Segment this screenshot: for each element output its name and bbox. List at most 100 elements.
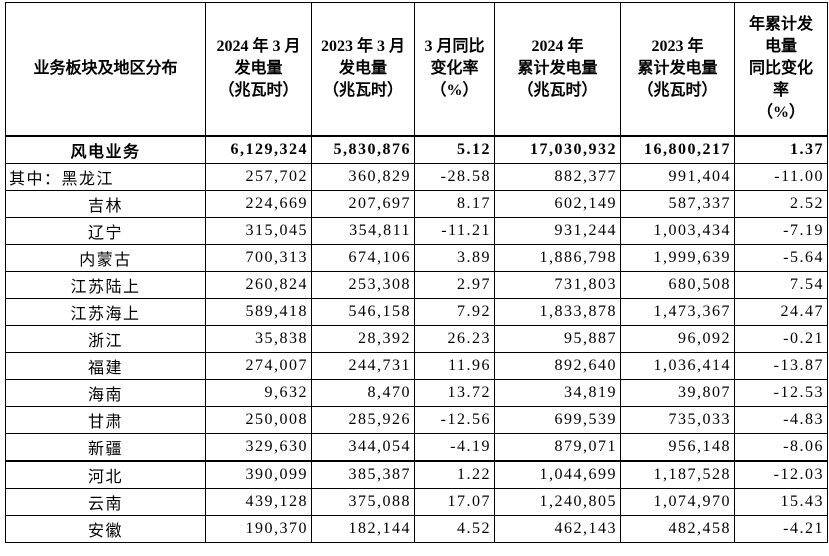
region-cell: 新疆 — [5, 433, 206, 462]
table-row: 内蒙古 700,313 674,106 3.89 1,886,798 1,999,639-… — [5, 244, 828, 272]
region-cell: 甘肃 — [5, 406, 206, 434]
value-cell: -0.21 — [734, 325, 828, 353]
value-cell: 11.96 — [414, 352, 495, 380]
header-line: 累计发电量 — [517, 60, 598, 77]
table-row: 福建 274,007 244,731 11.96 892,640 1,036,414 -13… — [5, 352, 828, 380]
value-cell: 991,404 — [620, 163, 735, 191]
value-cell: 931,244 — [494, 217, 621, 245]
header-cell: 年累计发 电量 同比变化率 （%） — [734, 2, 828, 137]
header-cell: 2023 年累计发电量 （兆瓦时） — [620, 2, 735, 137]
value-cell: 390,099 — [205, 460, 312, 489]
value-cell: 700,313 — [205, 244, 312, 272]
value-cell: 879,071 — [494, 433, 621, 462]
value-cell: 6,129,324 — [205, 135, 312, 164]
value-cell: 1,833,878 — [494, 298, 621, 326]
value-cell: 1,240,805 — [494, 488, 621, 516]
value-cell: 260,824 — [205, 271, 312, 299]
region-cell: 吉林 — [5, 190, 206, 218]
value-cell: 315,045 — [205, 217, 312, 245]
value-cell: 5.12 — [414, 135, 495, 164]
value-cell: 1,473,367 — [620, 298, 735, 326]
header-line: （%） — [756, 104, 805, 121]
header-line: 发电量 — [234, 60, 283, 77]
value-cell: 375,088 — [311, 488, 415, 516]
header-line: 率 — [772, 82, 789, 99]
table-row: 海南 9,632 8,470 13.72 34,819 39,807 -12.53 — [5, 379, 828, 407]
value-cell: 250,008 — [205, 406, 312, 434]
header-line: 2024 年 3 月 — [216, 38, 301, 55]
region-cell: 海南 — [5, 379, 206, 407]
value-cell: 34,819 — [494, 379, 621, 407]
value-cell: 956,148 — [620, 433, 735, 462]
value-cell: 2.52 — [734, 190, 828, 218]
header-cell: 2023 年 3 月发电量 （兆瓦时） — [311, 2, 415, 137]
table-row: 辽宁 315,045 354,811 -11.21 931,244 1,003,434 -7… — [5, 217, 828, 245]
value-cell: 1,187,528 — [620, 460, 735, 489]
value-cell: 257,702 — [205, 163, 312, 191]
table-row: 风电业务 6,129,324 5,830,876 5.12 17,030,932 16,8… — [5, 135, 828, 164]
value-cell: -5.64 — [734, 244, 828, 272]
value-cell: 8,470 — [311, 379, 415, 407]
value-cell: -13.87 — [734, 352, 828, 380]
value-cell: 13.72 — [414, 379, 495, 407]
header-cell: 3 月同比 变化率 （%） — [414, 2, 495, 137]
region-cell: 安徽 — [5, 515, 206, 543]
value-cell: 274,007 — [205, 352, 312, 380]
header-row: 业务板块及地区分布 2024 年 3 月发电量 （兆瓦时） 2023 年 3 月发电量… — [5, 2, 828, 137]
value-cell: 1,036,414 — [620, 352, 735, 380]
header-line: 发电量 — [338, 60, 387, 77]
value-cell: 16,800,217 — [620, 135, 735, 164]
value-cell: 1,886,798 — [494, 244, 621, 272]
header-cell: 业务板块及地区分布 — [5, 2, 206, 137]
header-line: 同比变化 — [748, 60, 813, 77]
value-cell: 1.37 — [734, 135, 828, 164]
value-cell: -12.03 — [734, 460, 828, 489]
value-cell: -12.53 — [734, 379, 828, 407]
region-cell: 江苏陆上 — [5, 271, 206, 299]
value-cell: -4.83 — [734, 406, 828, 434]
table-row: 安徽 190,370 182,144 4.52 462,143 482,458 -4.21 — [5, 515, 828, 543]
value-cell: 482,458 — [620, 515, 735, 543]
region-cell: 江苏海上 — [5, 298, 206, 326]
value-cell: 28,392 — [311, 325, 415, 353]
table-row: 云南 439,128 375,088 17.07 1,240,805 1,074,970 1… — [5, 488, 828, 516]
value-cell: 244,731 — [311, 352, 415, 380]
value-cell: 9,632 — [205, 379, 312, 407]
value-cell: 602,149 — [494, 190, 621, 218]
value-cell: 735,033 — [620, 406, 735, 434]
table-row: 江苏海上 589,418 546,158 7.92 1,833,878 1,473,367… — [5, 298, 828, 326]
value-cell: 17.07 — [414, 488, 495, 516]
value-cell: -11.21 — [414, 217, 495, 245]
value-cell: 360,829 — [311, 163, 415, 191]
value-cell: 15.43 — [734, 488, 828, 516]
value-cell: -11.00 — [734, 163, 828, 191]
region-cell: 内蒙古 — [5, 244, 206, 272]
value-cell: 731,803 — [494, 271, 621, 299]
header-line: 变化率 — [430, 60, 479, 77]
value-cell: 285,926 — [311, 406, 415, 434]
value-cell: -28.58 — [414, 163, 495, 191]
value-cell: 1,074,970 — [620, 488, 735, 516]
table-row: 河北 390,099 385,387 1.22 1,044,699 1,187,528 -1… — [5, 460, 828, 489]
value-cell: -4.19 — [414, 433, 495, 462]
header-line: 2024 年 — [531, 38, 584, 55]
value-cell: 1,044,699 — [494, 460, 621, 489]
value-cell: 4.52 — [414, 515, 495, 543]
value-cell: -7.19 — [734, 217, 828, 245]
value-cell: 385,387 — [311, 460, 415, 489]
generation-table: 业务板块及地区分布 2024 年 3 月发电量 （兆瓦时） 2023 年 3 月发电量… — [5, 2, 828, 543]
value-cell: 1,003,434 — [620, 217, 735, 245]
value-cell: -8.06 — [734, 433, 828, 462]
table-row: 浙江 35,838 28,392 26.23 95,887 96,092 -0.21 — [5, 325, 828, 353]
region-cell: 云南 — [5, 488, 206, 516]
header-line: 业务板块及地区分布 — [33, 60, 178, 77]
value-cell: 3.89 — [414, 244, 495, 272]
table-row: 吉林 224,669 207,697 8.17 602,149 587,337 2.52 — [5, 190, 828, 218]
value-cell: 462,143 — [494, 515, 621, 543]
value-cell: 95,887 — [494, 325, 621, 353]
value-cell: 17,030,932 — [494, 135, 621, 164]
value-cell: 7.92 — [414, 298, 495, 326]
value-cell: 253,308 — [311, 271, 415, 299]
value-cell: 2.97 — [414, 271, 495, 299]
value-cell: 882,377 — [494, 163, 621, 191]
